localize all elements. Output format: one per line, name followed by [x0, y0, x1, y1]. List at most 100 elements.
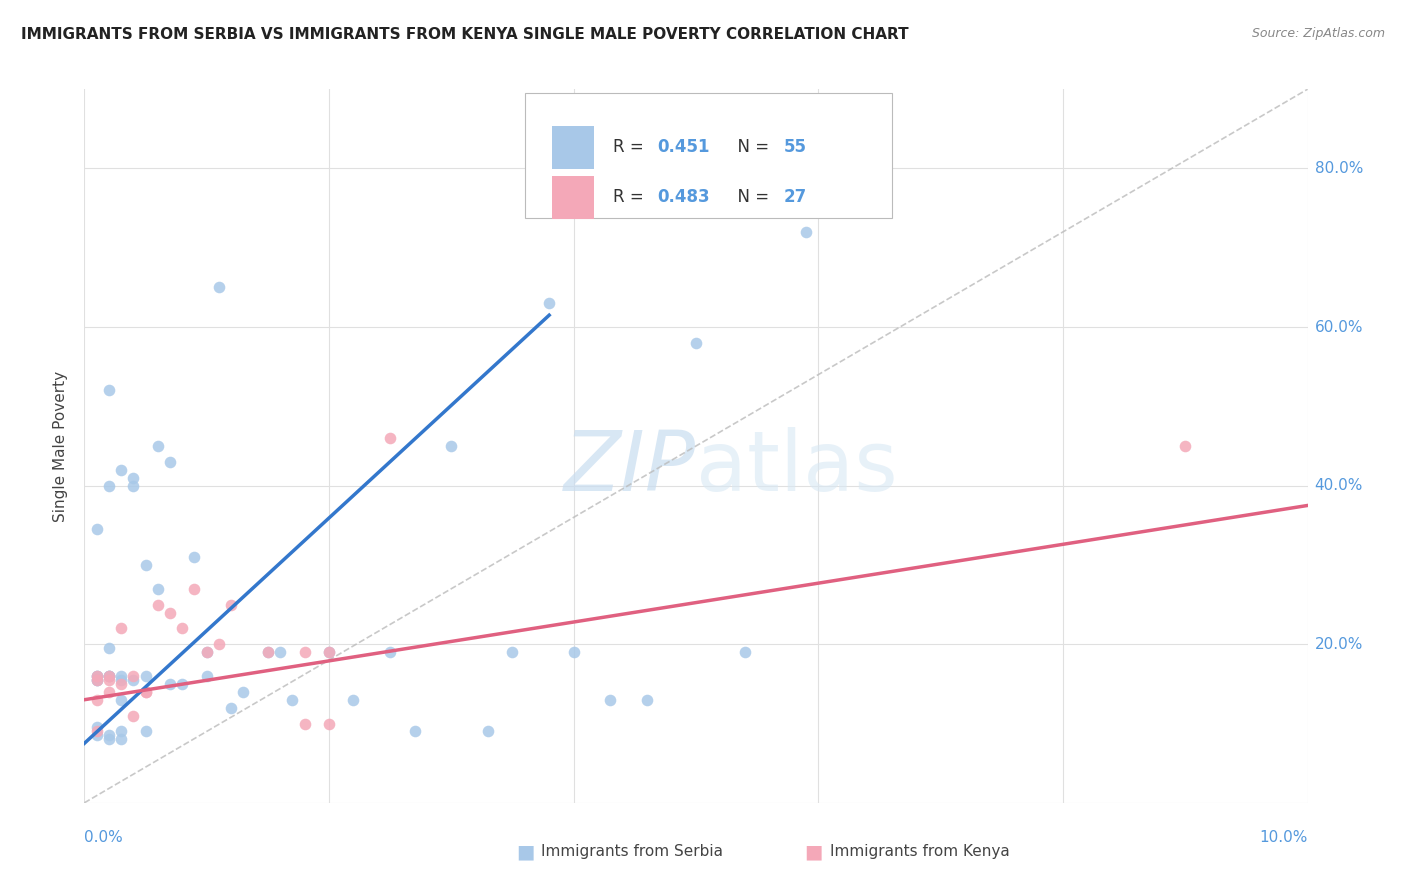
Point — [636, 692, 658, 706]
Point — [294, 716, 316, 731]
Text: Immigrants from Serbia: Immigrants from Serbia — [541, 845, 723, 859]
Text: 60.0%: 60.0% — [1315, 319, 1362, 334]
Point — [257, 645, 280, 659]
Point — [318, 645, 340, 659]
Point — [86, 522, 108, 536]
Point — [208, 637, 231, 651]
FancyBboxPatch shape — [524, 93, 891, 218]
Point — [86, 692, 108, 706]
Point — [195, 669, 218, 683]
Point — [86, 724, 108, 739]
Point — [97, 685, 120, 699]
Point — [110, 732, 132, 747]
Point — [208, 280, 231, 294]
Point — [146, 439, 169, 453]
Text: N =: N = — [727, 188, 773, 206]
Point — [122, 471, 145, 485]
Point — [685, 335, 707, 350]
Text: 80.0%: 80.0% — [1315, 161, 1362, 176]
Point — [122, 708, 145, 723]
Point — [86, 673, 108, 687]
Point — [110, 692, 132, 706]
Point — [219, 598, 242, 612]
Point — [135, 669, 157, 683]
Text: IMMIGRANTS FROM SERBIA VS IMMIGRANTS FROM KENYA SINGLE MALE POVERTY CORRELATION : IMMIGRANTS FROM SERBIA VS IMMIGRANTS FRO… — [21, 27, 908, 42]
Point — [342, 692, 364, 706]
Point — [97, 673, 120, 687]
Point — [97, 728, 120, 742]
Point — [122, 669, 145, 683]
Point — [97, 732, 120, 747]
Point — [734, 645, 756, 659]
Text: ■: ■ — [804, 842, 823, 862]
Point — [86, 728, 108, 742]
Point — [86, 673, 108, 687]
Point — [404, 724, 426, 739]
Point — [318, 716, 340, 731]
Point — [146, 598, 169, 612]
Text: 27: 27 — [785, 188, 807, 206]
Point — [86, 669, 108, 683]
Text: 0.451: 0.451 — [657, 138, 709, 156]
Point — [122, 673, 145, 687]
Point — [86, 669, 108, 683]
Text: ■: ■ — [516, 842, 534, 862]
Bar — [551, 126, 595, 169]
Point — [110, 724, 132, 739]
Point — [146, 582, 169, 596]
Point — [195, 645, 218, 659]
Point — [281, 692, 304, 706]
Text: 55: 55 — [785, 138, 807, 156]
Text: N =: N = — [727, 138, 773, 156]
Point — [195, 645, 218, 659]
Point — [110, 673, 132, 687]
Point — [269, 645, 291, 659]
Point — [135, 685, 157, 699]
Point — [86, 673, 108, 687]
Point — [599, 692, 621, 706]
Bar — [551, 176, 595, 219]
Point — [172, 621, 194, 635]
Text: Immigrants from Kenya: Immigrants from Kenya — [830, 845, 1010, 859]
Point — [257, 645, 280, 659]
Point — [502, 645, 524, 659]
Point — [380, 645, 402, 659]
Text: atlas: atlas — [696, 427, 897, 508]
Point — [135, 558, 157, 572]
Text: R =: R = — [613, 138, 648, 156]
Point — [97, 669, 120, 683]
Text: Source: ZipAtlas.com: Source: ZipAtlas.com — [1251, 27, 1385, 40]
Point — [219, 700, 242, 714]
Point — [110, 669, 132, 683]
Point — [794, 225, 817, 239]
Point — [86, 721, 108, 735]
Point — [183, 549, 205, 564]
Point — [97, 669, 120, 683]
Text: 0.0%: 0.0% — [84, 830, 124, 845]
Text: 20.0%: 20.0% — [1315, 637, 1362, 652]
Point — [380, 431, 402, 445]
Point — [97, 384, 120, 398]
Point — [159, 677, 181, 691]
Text: 10.0%: 10.0% — [1260, 830, 1308, 845]
Point — [232, 685, 254, 699]
Text: 40.0%: 40.0% — [1315, 478, 1362, 493]
Point — [110, 463, 132, 477]
Text: R =: R = — [613, 188, 648, 206]
Point — [294, 645, 316, 659]
Point — [110, 677, 132, 691]
Point — [440, 439, 463, 453]
Point — [97, 478, 120, 492]
Y-axis label: Single Male Poverty: Single Male Poverty — [53, 370, 69, 522]
Point — [135, 685, 157, 699]
Point — [122, 478, 145, 492]
Point — [159, 606, 181, 620]
Point — [172, 677, 194, 691]
Point — [159, 455, 181, 469]
Text: 0.483: 0.483 — [657, 188, 710, 206]
Point — [97, 669, 120, 683]
Point — [183, 582, 205, 596]
Point — [538, 296, 561, 310]
Point — [562, 645, 585, 659]
Point — [318, 645, 340, 659]
